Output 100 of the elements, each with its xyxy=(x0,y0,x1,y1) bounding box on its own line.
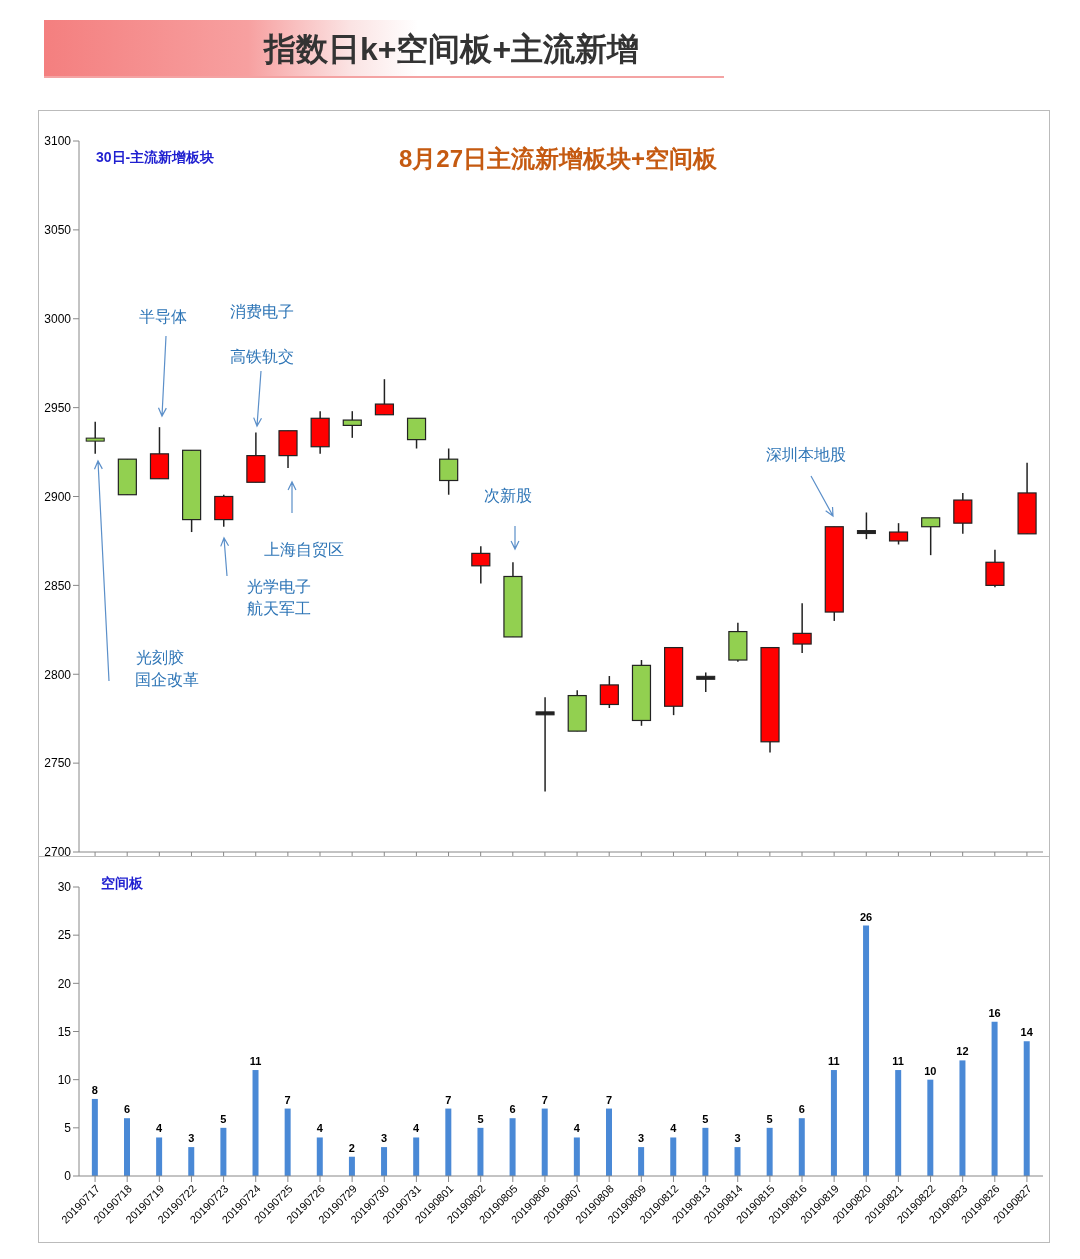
bar xyxy=(1023,1041,1030,1176)
y-tick-label: 2800 xyxy=(44,667,72,682)
candlestick xyxy=(85,421,105,455)
bar xyxy=(381,1147,388,1176)
bar xyxy=(91,1098,98,1176)
data-label: 11 xyxy=(828,1055,840,1068)
bar xyxy=(927,1079,934,1176)
annotation: 光刻胶 xyxy=(136,648,184,669)
data-label: 4 xyxy=(573,1122,581,1135)
data-label: 6 xyxy=(509,1103,516,1116)
annotation: 航天军工 xyxy=(247,599,311,620)
data-label: 16 xyxy=(988,1006,1001,1019)
bar xyxy=(123,1118,130,1176)
data-label: 3 xyxy=(188,1132,195,1145)
y-tick-label: 2950 xyxy=(44,400,72,415)
data-label: 6 xyxy=(798,1103,805,1116)
bar xyxy=(959,1060,966,1176)
data-label: 7 xyxy=(605,1093,613,1106)
bar xyxy=(316,1137,323,1176)
data-label: 4 xyxy=(413,1122,421,1135)
data-label: 4 xyxy=(670,1122,678,1135)
y-tick-label: 0 xyxy=(64,1169,72,1184)
y-tick-label: 2700 xyxy=(44,845,72,860)
chart-title: 空间板 xyxy=(101,875,143,893)
candlestick xyxy=(792,602,812,654)
bar xyxy=(188,1147,195,1176)
chart-title: 指数日k+空间板+主流新增 xyxy=(264,30,640,69)
y-tick-label: 30 xyxy=(57,880,72,895)
y-tick-label: 20 xyxy=(57,976,72,991)
data-label: 3 xyxy=(638,1132,645,1145)
data-label: 4 xyxy=(156,1122,164,1135)
annotation: 30日-主流新增板块 xyxy=(96,149,215,167)
candlestick xyxy=(599,675,619,709)
candlestick xyxy=(374,378,395,416)
y-tick-label: 2900 xyxy=(44,489,72,504)
candlestick xyxy=(535,696,555,793)
annotation: 深圳本地股 xyxy=(766,445,846,466)
y-tick-label: 3000 xyxy=(44,312,72,327)
candlestick xyxy=(985,549,1005,588)
bar xyxy=(156,1137,163,1176)
bar xyxy=(413,1137,420,1176)
bar xyxy=(895,1070,902,1176)
data-label: 5 xyxy=(766,1112,773,1125)
annotation: 高铁轨交 xyxy=(230,347,294,368)
bar xyxy=(830,1070,837,1176)
bar xyxy=(670,1137,677,1176)
y-tick-label: 2750 xyxy=(44,756,72,771)
data-label: 5 xyxy=(702,1112,709,1125)
annotation: 国企改革 xyxy=(135,670,199,691)
bar xyxy=(798,1118,805,1176)
annotation: 光学电子 xyxy=(247,577,311,598)
bar xyxy=(702,1127,709,1176)
data-label: 7 xyxy=(541,1093,548,1106)
data-label: 6 xyxy=(123,1103,131,1116)
bar xyxy=(252,1070,259,1176)
bar xyxy=(509,1118,516,1176)
candlestick xyxy=(471,545,491,585)
bar xyxy=(573,1137,580,1176)
bar xyxy=(477,1127,484,1176)
bar xyxy=(991,1021,998,1176)
candlestick xyxy=(406,417,427,450)
bar xyxy=(541,1108,548,1176)
candlestick xyxy=(342,410,362,439)
bar xyxy=(766,1127,773,1176)
candlestick xyxy=(439,447,459,496)
candlestick xyxy=(214,493,234,528)
data-label: 14 xyxy=(1020,1026,1034,1039)
candlestick xyxy=(921,517,941,556)
bar xyxy=(605,1108,612,1176)
bar xyxy=(863,925,870,1176)
bar xyxy=(445,1108,452,1176)
chart-subtitle: 8月27日主流新增板块+空间板 xyxy=(399,144,718,174)
data-label: 8 xyxy=(91,1083,98,1096)
data-label: 11 xyxy=(249,1055,262,1068)
y-tick-label: 10 xyxy=(57,1072,72,1087)
bar xyxy=(638,1147,645,1176)
data-label: 7 xyxy=(445,1093,452,1106)
data-label: 10 xyxy=(924,1064,937,1077)
candlestick xyxy=(856,511,876,540)
data-label: 26 xyxy=(859,910,873,923)
data-label: 4 xyxy=(316,1122,324,1135)
candlestick xyxy=(888,522,909,546)
y-tick-label: 3050 xyxy=(44,223,72,238)
annotation: 半导体 xyxy=(139,307,187,328)
data-label: 3 xyxy=(734,1132,741,1145)
data-label: 2 xyxy=(348,1141,355,1154)
y-tick-label: 5 xyxy=(64,1121,72,1136)
annotation: 次新股 xyxy=(484,486,532,507)
annotation: 消费电子 xyxy=(230,302,294,323)
bar xyxy=(220,1127,227,1176)
annotation: 上海自贸区 xyxy=(264,540,344,561)
data-label: 11 xyxy=(892,1055,905,1068)
data-label: 3 xyxy=(380,1132,388,1145)
y-tick-label: 15 xyxy=(57,1024,72,1039)
candlestick xyxy=(696,671,716,693)
bar xyxy=(348,1156,355,1176)
data-label: 12 xyxy=(956,1045,969,1058)
y-tick-label: 3100 xyxy=(44,134,72,149)
data-label: 5 xyxy=(220,1112,227,1125)
bar xyxy=(284,1108,291,1176)
